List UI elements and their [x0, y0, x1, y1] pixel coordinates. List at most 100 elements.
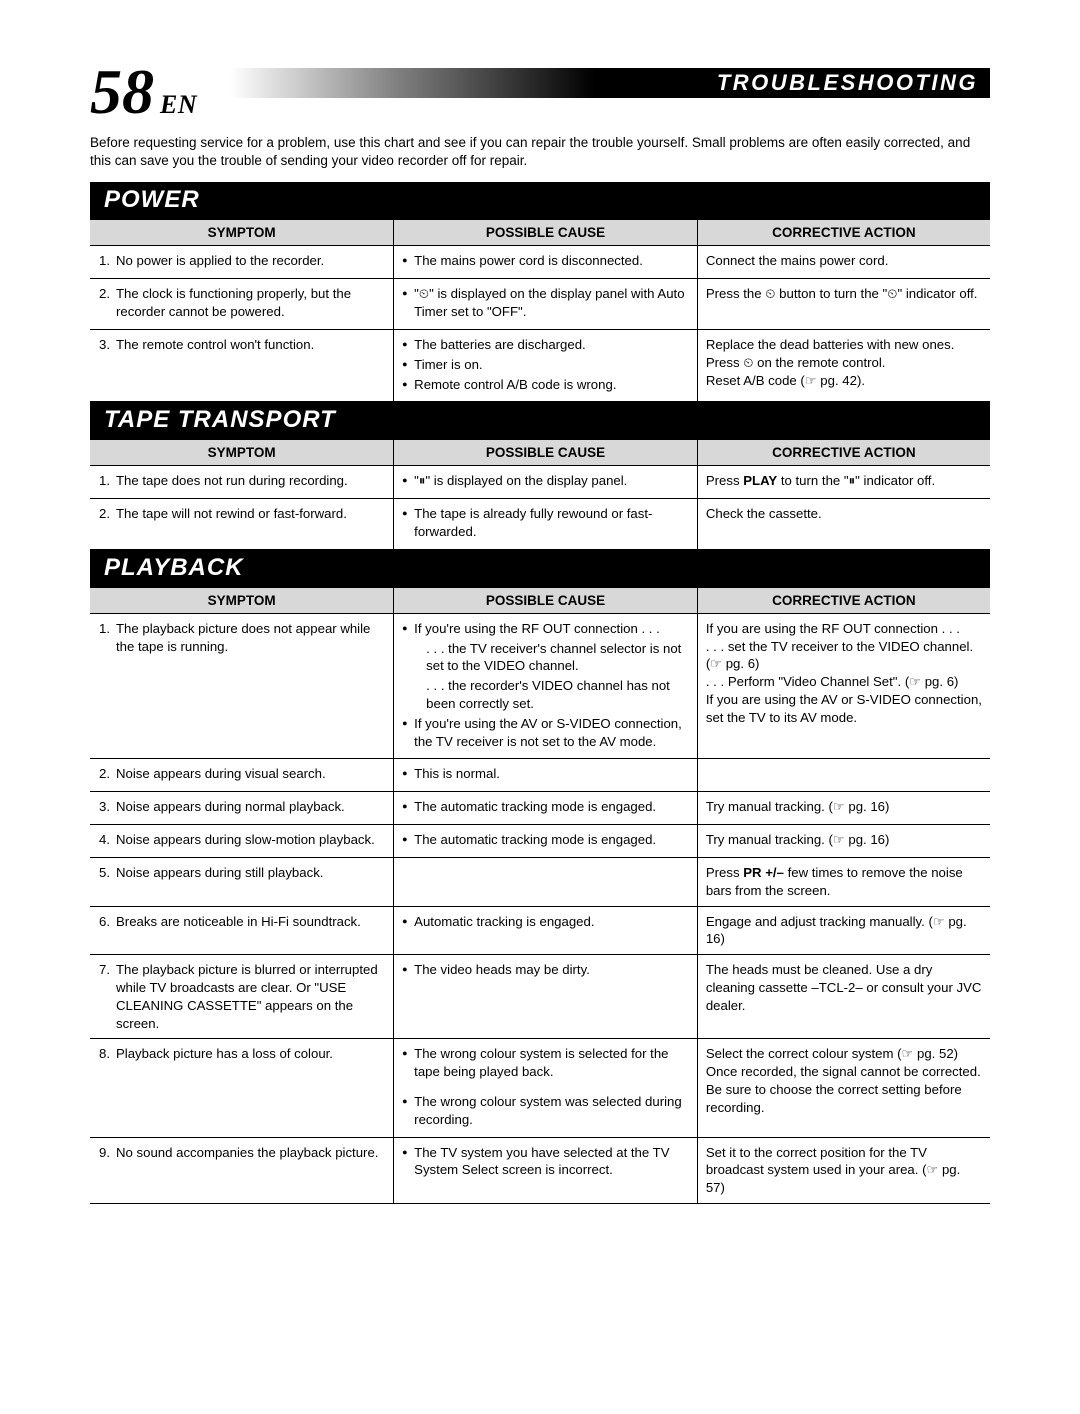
row-number: 1. — [98, 472, 116, 490]
symptom-text: The playback picture does not appear whi… — [116, 620, 385, 656]
page-number: 58 — [90, 60, 154, 124]
symptom-text: The tape does not run during recording. — [116, 472, 385, 490]
cause-item: . . . the recorder's VIDEO channel has n… — [402, 677, 689, 713]
table-row: 3.The remote control won't function.The … — [90, 329, 990, 401]
cause-item: If you're using the AV or S-VIDEO connec… — [402, 715, 689, 751]
cause-cell: The video heads may be dirty. — [394, 955, 698, 1039]
cause-item: The wrong colour system was selected dur… — [402, 1093, 689, 1129]
action-cell: Select the correct colour system (☞ pg. … — [697, 1039, 990, 1137]
row-number: 6. — [98, 913, 116, 931]
row-number: 1. — [98, 252, 116, 270]
row-number: 4. — [98, 831, 116, 849]
table-row: 7.The playback picture is blurred or int… — [90, 955, 990, 1039]
table-row: 1.The playback picture does not appear w… — [90, 613, 990, 759]
action-cell: Replace the dead batteries with new ones… — [697, 329, 990, 401]
column-header: CORRECTIVE ACTION — [697, 440, 990, 466]
symptom-cell: 9.No sound accompanies the playback pict… — [90, 1137, 394, 1203]
symptom-cell: 4.Noise appears during slow-motion playb… — [90, 825, 394, 858]
row-number: 3. — [98, 336, 116, 354]
table-row: 1.No power is applied to the recorder. Th… — [90, 246, 990, 279]
action-cell: If you are using the RF OUT connection .… — [697, 613, 990, 759]
column-header: CORRECTIVE ACTION — [697, 588, 990, 614]
column-header: SYMPTOM — [90, 440, 394, 466]
symptom-cell: 1.The tape does not run during recording… — [90, 466, 394, 499]
cause-item: If you're using the RF OUT connection . … — [402, 620, 689, 638]
symptom-cell: 2.The tape will not rewind or fast-forwa… — [90, 499, 394, 550]
column-header: POSSIBLE CAUSE — [394, 220, 698, 246]
column-header: SYMPTOM — [90, 220, 394, 246]
cause-item: . . . the TV receiver's channel selector… — [402, 640, 689, 676]
symptom-text: Noise appears during slow-motion playbac… — [116, 831, 385, 849]
cause-cell: "⏲" is displayed on the display panel wi… — [394, 279, 698, 330]
cause-cell: The automatic tracking mode is engaged. — [394, 825, 698, 858]
cause-item: The automatic tracking mode is engaged. — [402, 831, 689, 849]
symptom-cell: 7.The playback picture is blurred or int… — [90, 955, 394, 1039]
symptom-text: Breaks are noticeable in Hi-Fi soundtrac… — [116, 913, 385, 931]
row-number: 2. — [98, 285, 116, 321]
cause-item: "⏸" is displayed on the display panel. — [402, 472, 689, 490]
symptom-cell: 2.The clock is functioning properly, but… — [90, 279, 394, 330]
row-number: 8. — [98, 1045, 116, 1063]
table-row: 6.Breaks are noticeable in Hi-Fi soundtr… — [90, 906, 990, 955]
table-row: 8.Playback picture has a loss of colour.… — [90, 1039, 990, 1137]
row-number: 3. — [98, 798, 116, 816]
section-heading: POWER — [90, 182, 990, 220]
table-row: 5.Noise appears during still playback.Pr… — [90, 857, 990, 906]
symptom-cell: 8.Playback picture has a loss of colour. — [90, 1039, 394, 1137]
symptom-text: No sound accompanies the playback pictur… — [116, 1144, 385, 1162]
action-cell: The heads must be cleaned. Use a dry cle… — [697, 955, 990, 1039]
cause-cell: "⏸" is displayed on the display panel. — [394, 466, 698, 499]
symptom-cell: 6.Breaks are noticeable in Hi-Fi soundtr… — [90, 906, 394, 955]
row-number: 7. — [98, 961, 116, 1032]
cause-cell: If you're using the RF OUT connection . … — [394, 613, 698, 759]
column-header: SYMPTOM — [90, 588, 394, 614]
symptom-cell: 5.Noise appears during still playback. — [90, 857, 394, 906]
row-number: 5. — [98, 864, 116, 882]
column-header: POSSIBLE CAUSE — [394, 588, 698, 614]
cause-item: The batteries are discharged. — [402, 336, 689, 354]
table-row: 2.The clock is functioning properly, but… — [90, 279, 990, 330]
symptom-cell: 3.The remote control won't function. — [90, 329, 394, 401]
action-cell: Try manual tracking. (☞ pg. 16) — [697, 792, 990, 825]
cause-item: The TV system you have selected at the T… — [402, 1144, 689, 1180]
cause-item: The wrong colour system is selected for … — [402, 1045, 689, 1081]
table-row: 9.No sound accompanies the playback pict… — [90, 1137, 990, 1203]
cause-cell: The batteries are discharged. Timer is on… — [394, 329, 698, 401]
action-cell: Connect the mains power cord. — [697, 246, 990, 279]
symptom-cell: 1.The playback picture does not appear w… — [90, 613, 394, 759]
row-number: 2. — [98, 505, 116, 523]
cause-cell: The wrong colour system is selected for … — [394, 1039, 698, 1137]
cause-cell: The mains power cord is disconnected. — [394, 246, 698, 279]
symptom-cell: 2.Noise appears during visual search. — [90, 759, 394, 792]
cause-item: The mains power cord is disconnected. — [402, 252, 689, 270]
symptom-text: Noise appears during normal playback. — [116, 798, 385, 816]
cause-item: Timer is on. — [402, 356, 689, 374]
row-number: 1. — [98, 620, 116, 656]
column-header: CORRECTIVE ACTION — [697, 220, 990, 246]
cause-item: The automatic tracking mode is engaged. — [402, 798, 689, 816]
cause-cell — [394, 857, 698, 906]
symptom-text: The clock is functioning properly, but t… — [116, 285, 385, 321]
table-row: 3.Noise appears during normal playback. T… — [90, 792, 990, 825]
cause-cell: The automatic tracking mode is engaged. — [394, 792, 698, 825]
symptom-text: No power is applied to the recorder. — [116, 252, 385, 270]
page-lang-suffix: EN — [160, 90, 197, 120]
table-row: 4.Noise appears during slow-motion playb… — [90, 825, 990, 858]
cause-item: The video heads may be dirty. — [402, 961, 689, 979]
page-title: TROUBLESHOOTING — [717, 70, 978, 96]
table-row: 1.The tape does not run during recording… — [90, 466, 990, 499]
action-cell: Press PLAY to turn the "⏸" indicator off… — [697, 466, 990, 499]
action-cell: Press the ⏲ button to turn the "⏲" indic… — [697, 279, 990, 330]
cause-cell: The TV system you have selected at the T… — [394, 1137, 698, 1203]
action-cell — [697, 759, 990, 792]
symptom-text: Playback picture has a loss of colour. — [116, 1045, 385, 1063]
cause-item: The tape is already fully rewound or fas… — [402, 505, 689, 541]
symptom-cell: 1.No power is applied to the recorder. — [90, 246, 394, 279]
symptom-text: The tape will not rewind or fast-forward… — [116, 505, 385, 523]
row-number: 9. — [98, 1144, 116, 1162]
intro-text: Before requesting service for a problem,… — [90, 134, 990, 170]
section-heading: PLAYBACK — [90, 550, 990, 588]
column-header: POSSIBLE CAUSE — [394, 440, 698, 466]
page-header: 58 EN TROUBLESHOOTING — [90, 60, 990, 124]
table-row: 2.The tape will not rewind or fast-forwa… — [90, 499, 990, 550]
